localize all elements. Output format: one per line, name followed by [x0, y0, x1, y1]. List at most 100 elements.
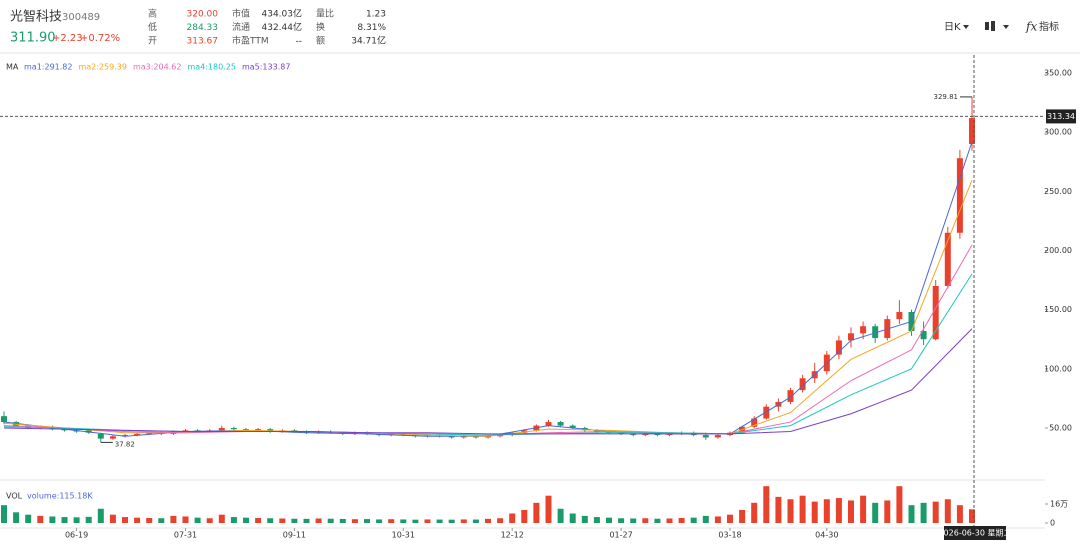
volume-bar: [545, 495, 552, 523]
chart-type-button[interactable]: [985, 21, 1009, 31]
y-tick-label: 100.00: [1044, 364, 1072, 373]
volume-bar: [146, 518, 153, 523]
legend-entry: ma5:133.87: [242, 63, 290, 72]
volume-bar: [799, 495, 806, 523]
stat-value: 1.23: [366, 10, 386, 20]
volume-bar: [739, 509, 746, 523]
stat-label: 流通: [232, 21, 250, 33]
candle-body: [109, 436, 116, 439]
volume-bar: [533, 502, 540, 523]
volume-bar: [690, 517, 697, 523]
volume-bar: [339, 518, 346, 523]
candle-body: [1, 416, 7, 423]
x-tick-label: 10-31: [392, 531, 415, 540]
candle-body: [182, 430, 189, 432]
volume-bar: [775, 496, 782, 523]
candle-body: [714, 435, 721, 438]
candle-body: [424, 435, 431, 437]
volume-bar: [642, 518, 649, 523]
x-tick-label: 06-19: [65, 531, 88, 540]
volume-bar: [751, 502, 758, 523]
volume-bar: [315, 518, 322, 523]
x-tick-label: 01-27: [609, 531, 632, 540]
candle-body: [969, 118, 975, 145]
volume-bar: [49, 516, 56, 523]
candle-body: [751, 418, 758, 427]
candle-body: [618, 432, 625, 434]
candle-body: [97, 433, 104, 439]
volume-bar: [424, 519, 431, 523]
volume-bar: [158, 518, 165, 523]
volume-bar: [763, 486, 770, 523]
candle-body: [485, 436, 491, 438]
change: +2.23: [52, 33, 83, 44]
dropdown-arrow: [1003, 25, 1009, 29]
volume-bar: [73, 517, 80, 523]
volume-bar: [581, 515, 588, 523]
legend-entry: ma3:204.62: [133, 63, 181, 72]
stat-value: --: [296, 37, 303, 47]
volume-value: volume:115.18K: [27, 492, 93, 501]
volume-bar: [376, 519, 383, 523]
stat-label: 开: [148, 36, 157, 47]
candle-body: [835, 340, 842, 355]
price-tag: [1046, 109, 1076, 124]
volume-bar: [122, 517, 128, 523]
stat-label: 高: [148, 8, 157, 20]
volume-bar: [291, 518, 298, 523]
volume-bar: [787, 499, 794, 523]
candle-body: [545, 422, 552, 426]
volume-bar: [388, 519, 395, 523]
ma-line: [3, 180, 973, 437]
candle-body: [472, 436, 479, 438]
volume-bar: [25, 514, 32, 523]
y-tick-label: 350.00: [1044, 69, 1072, 78]
candle-icon: [985, 22, 989, 30]
volume-bar: [932, 501, 939, 523]
volume-bar: [666, 518, 673, 523]
period-selector[interactable]: 日K: [944, 22, 961, 33]
volume-bar: [811, 501, 818, 523]
candle-body: [702, 435, 709, 438]
legend-entry: ma1:291.82: [24, 63, 72, 72]
legend-entry: ma4:180.25: [187, 63, 235, 72]
y-tick-label: 50.00: [1049, 423, 1072, 432]
candle-body: [569, 425, 576, 428]
indicator-icon[interactable]: fx: [1025, 20, 1037, 34]
candle-body: [497, 435, 504, 437]
candle-body: [255, 429, 262, 431]
stat-label: 额: [316, 35, 325, 47]
candle-body: [787, 390, 794, 402]
candle-body: [230, 427, 237, 430]
volume-bar: [702, 515, 709, 523]
volume-bar: [109, 514, 116, 523]
date-tag-label: 2026-06-30 星期二: [938, 529, 1011, 538]
candle-body: [666, 433, 673, 436]
y-tick-label: 200.00: [1044, 246, 1072, 255]
candle-body: [763, 406, 770, 419]
indicator-button[interactable]: 指标: [1039, 20, 1059, 33]
volume-bar: [230, 517, 237, 523]
volume-bar: [218, 514, 225, 523]
candle-body: [364, 432, 370, 434]
volume-bar: [13, 512, 20, 523]
volume-bar: [206, 518, 213, 523]
candle-body: [303, 431, 310, 433]
stat-label: 市盈TTM: [232, 35, 269, 47]
volume-bar: [61, 517, 68, 523]
volume-bar: [969, 509, 975, 523]
candle-body: [243, 429, 249, 431]
volume-bar: [618, 518, 625, 523]
volume-bar: [460, 519, 467, 523]
candle-body: [848, 333, 854, 341]
x-tick-label: 07-31: [174, 531, 197, 540]
candle-body: [630, 433, 637, 436]
stat-label: 市值: [232, 8, 250, 20]
volume-bar: [279, 518, 286, 523]
volume-bar: [182, 516, 189, 523]
volume-bar: [327, 518, 334, 523]
stock-name: 光智科技: [10, 10, 62, 25]
volume-bar: [920, 502, 927, 523]
volume-bar: [727, 514, 733, 523]
